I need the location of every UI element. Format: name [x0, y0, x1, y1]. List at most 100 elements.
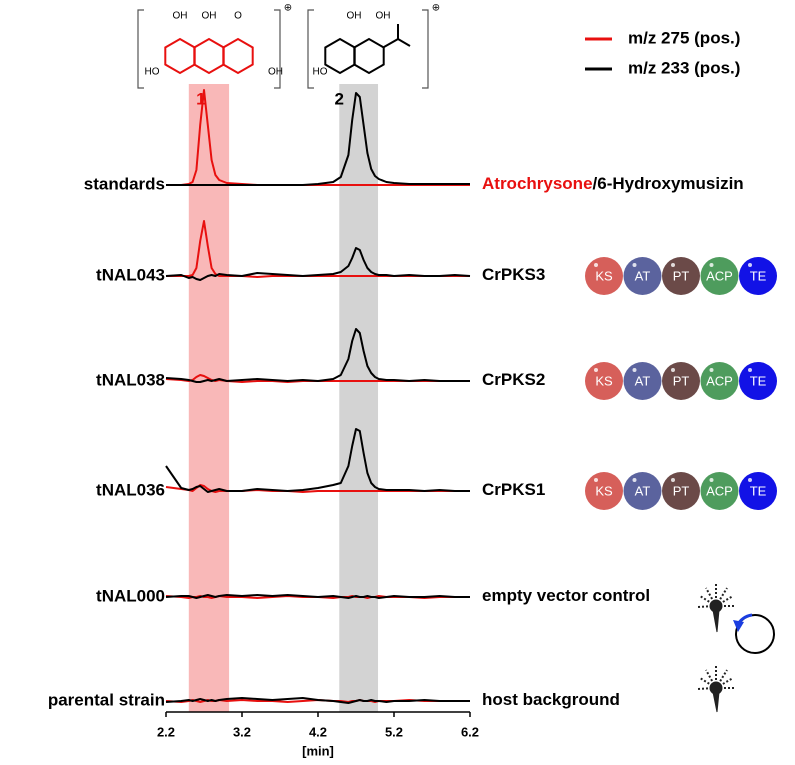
domain-label: ACP: [706, 483, 733, 498]
highlight-band: [339, 84, 379, 712]
atom-label: OH: [268, 67, 283, 78]
atom-label: OH: [376, 11, 391, 22]
track-label: parental strain: [48, 690, 165, 709]
domain-shine: [594, 368, 598, 372]
domain-label: AT: [635, 268, 651, 283]
domain-shine: [709, 368, 714, 372]
bracket: [274, 9, 281, 89]
x-tick-label: 5.2: [385, 724, 403, 739]
structure: OH OH O HO OH ⊕: [137, 3, 292, 89]
domain-label: KS: [595, 268, 613, 283]
trace: [165, 697, 470, 704]
domain-circle: [623, 257, 662, 295]
domain-label: PT: [673, 373, 690, 388]
atom-label: OH: [202, 11, 217, 22]
domain-shine: [594, 263, 598, 267]
domain-label: ACP: [706, 373, 733, 388]
domain-label: PT: [673, 268, 690, 283]
ring: [164, 37, 196, 75]
background-layer: [188, 84, 379, 712]
trace: [165, 247, 471, 281]
x-tick-label: 2.2: [157, 724, 175, 739]
domain-shine: [748, 263, 752, 267]
ring: [324, 37, 356, 75]
ring: [193, 37, 225, 75]
track-label: tNAL043: [96, 265, 165, 284]
domain-shine: [632, 368, 637, 372]
track-label: tNAL038: [96, 370, 165, 389]
domain-circle: [739, 472, 777, 510]
domain-shine: [671, 368, 675, 372]
domain-circle: [700, 362, 739, 400]
domain-circle: [700, 472, 739, 510]
atom-label: OH: [347, 11, 362, 22]
domain-label: ACP: [706, 268, 733, 283]
legend-label: m/z 275 (pos.): [628, 28, 740, 47]
atom-label: O: [234, 11, 242, 22]
trace: [166, 89, 470, 186]
ring: [353, 37, 385, 75]
highlight-band: [188, 84, 230, 712]
plasmid-icon: [733, 613, 775, 654]
track-label: tNAL000: [96, 586, 165, 605]
trace: [165, 594, 470, 599]
domain-circle: [585, 257, 623, 295]
peak-label: 1: [196, 89, 205, 108]
x-tick-label: 4.2: [309, 724, 327, 739]
acetyl: [383, 24, 411, 48]
domain-label: AT: [635, 373, 651, 388]
domain-shine: [671, 263, 675, 267]
description-part: CrPKS3: [482, 265, 545, 284]
charge: ⊕: [432, 3, 440, 14]
domain-circle: [662, 362, 700, 400]
track-description: empty vector control: [482, 586, 650, 605]
description-part: CrPKS1: [482, 480, 545, 499]
structure: OH OH HO ⊕: [307, 3, 440, 89]
fungus-icon: [696, 584, 736, 633]
domain-circle: [739, 362, 777, 400]
x-tick-label: 6.2: [461, 724, 479, 739]
charge: ⊕: [284, 3, 292, 14]
atom-label: HO: [145, 67, 160, 78]
domain-shine: [632, 478, 637, 482]
domain-shine: [748, 368, 752, 372]
legend-label: m/z 233 (pos.): [628, 58, 740, 77]
domain-shine: [671, 478, 675, 482]
atom-label: HO: [313, 67, 328, 78]
domain-shine: [594, 478, 598, 482]
x-axis-label: [min]: [302, 743, 334, 758]
domain-label: KS: [595, 483, 613, 498]
domain-circle: [585, 362, 623, 400]
track-description: CrPKS2: [482, 370, 545, 389]
domain-shine: [709, 263, 714, 267]
track-label: standards: [84, 174, 165, 193]
domain-circle: [662, 257, 700, 295]
bracket: [307, 9, 314, 89]
track-description: CrPKS3: [482, 265, 545, 284]
bracket: [422, 9, 429, 89]
domain-circle: [700, 257, 739, 295]
description-part: CrPKS2: [482, 370, 545, 389]
domain-circle: [623, 362, 662, 400]
bracket: [137, 9, 144, 89]
trace: [166, 92, 470, 186]
track-description: CrPKS1: [482, 480, 545, 499]
domain-label: TE: [750, 268, 767, 283]
domain-label: TE: [750, 373, 767, 388]
domain-label: PT: [673, 483, 690, 498]
domain-shine: [709, 478, 714, 482]
domain-circle: [739, 257, 777, 295]
domain-label: KS: [595, 373, 613, 388]
domain-label: AT: [635, 483, 651, 498]
description-part: Atrochrysone: [482, 174, 593, 193]
domain-circle: [662, 472, 700, 510]
domain-label: TE: [750, 483, 767, 498]
trace: [165, 428, 470, 493]
atom-label: OH: [173, 11, 188, 22]
track-description: Atrochrysone/6-Hydroxymusizin: [482, 174, 744, 193]
description-part: empty vector control: [482, 586, 650, 605]
track-label: tNAL036: [96, 480, 165, 499]
description-part: host background: [482, 690, 620, 709]
domain-circle: [585, 472, 623, 510]
